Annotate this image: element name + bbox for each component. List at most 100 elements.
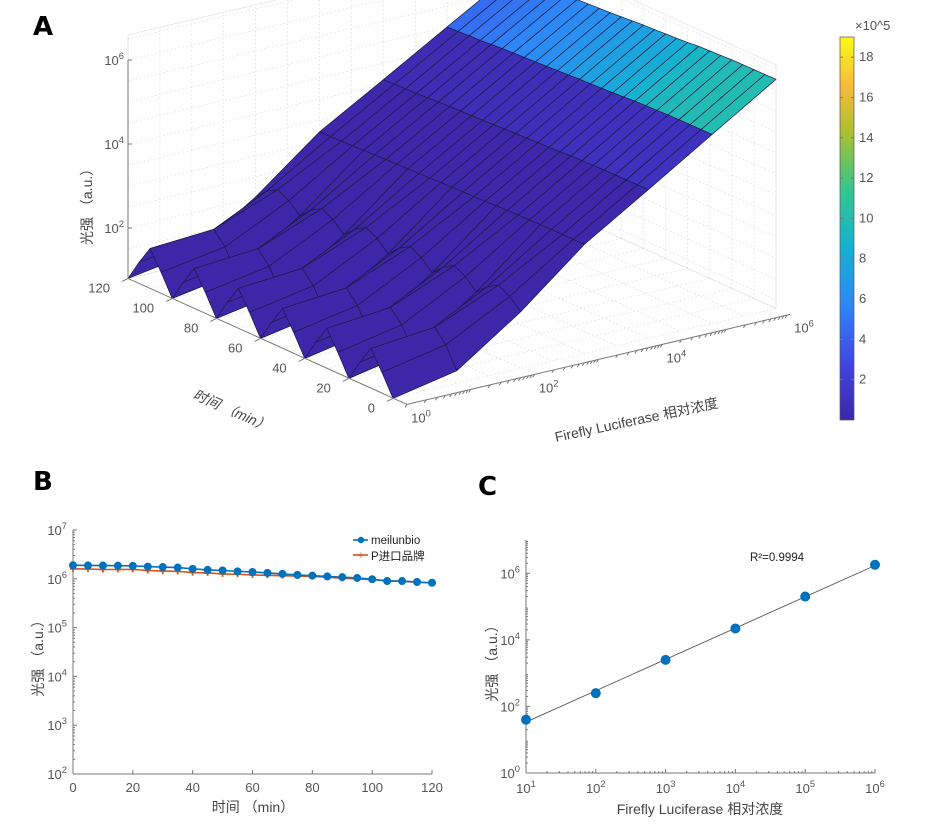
a-conc-minor-tick [781, 315, 785, 320]
colorbar-tick-label: 16 [859, 89, 873, 104]
a-surface-patch [700, 74, 777, 135]
a-time-tick [165, 297, 173, 302]
b-y-tick-label: 103 [47, 716, 67, 733]
a-z-tick-label: 106 [104, 51, 124, 68]
a-xlabel: Firefly Luciferase 相对浓度 [553, 395, 719, 445]
a-conc-tick-label: 106 [794, 318, 814, 335]
a-conc-minor-tick [570, 365, 574, 369]
a-time-tick-label: 60 [228, 340, 242, 355]
a-conc-minor-tick [615, 354, 619, 359]
c-y-tick-label: 104 [500, 631, 520, 648]
colorbar-tick-label: 18 [859, 49, 873, 64]
a-conc-minor-tick [518, 377, 521, 382]
b-point-meilunbio [293, 570, 302, 579]
a-time-tick [210, 317, 217, 322]
a-time-tick-label: 20 [316, 380, 330, 395]
b-point-meilunbio [128, 561, 137, 570]
b-x-tick-label: 120 [421, 780, 443, 795]
c-ylabel: 光强 （a.u.） [484, 618, 500, 701]
a-conc-minor-tick [576, 363, 580, 368]
a-z-tick-label: 104 [104, 135, 124, 152]
a-conc-minor-tick [589, 360, 593, 365]
a-conc-minor-tick [506, 380, 510, 384]
b-point-meilunbio [308, 571, 317, 580]
a-time-tick [254, 337, 261, 342]
a-time-tick-label: 40 [272, 360, 286, 375]
a-conc-tick-label: 100 [411, 408, 431, 425]
b-point-meilunbio [143, 562, 152, 571]
c-x-tick-label: 101 [516, 779, 536, 796]
b-legend: meilunbio + P进口品牌 [353, 535, 425, 563]
panel-label-a: A [33, 12, 54, 42]
chart-a-surface: 102 104 106 0 20 40 60 80 100 120 100 102 104 106 2 4 6… [79, 0, 890, 445]
b-ylabel: 光强 （a.u.） [30, 613, 46, 696]
b-xlabel: 时间 （min） [212, 799, 294, 815]
c-data-point [590, 688, 601, 699]
a-conc-minor-tick [653, 345, 657, 350]
colorbar-tick-label: 10 [859, 210, 873, 225]
a-conc-minor-tick [458, 391, 462, 396]
a-conc-tick-label: 104 [666, 348, 686, 365]
a-conc-minor-tick [596, 359, 599, 363]
colorbar-tick-label: 14 [859, 130, 873, 145]
b-y-tick-label: 104 [47, 667, 67, 684]
a-conc-minor-tick [465, 389, 469, 394]
a-conc-tick-label: 102 [539, 378, 559, 395]
b-point-meilunbio [158, 563, 167, 572]
a-conc-minor-tick [640, 348, 644, 353]
a-time-tick [121, 277, 129, 282]
c-data-point [521, 714, 531, 725]
c-data-point [660, 654, 671, 665]
b-x-tick-label: 40 [185, 780, 199, 795]
b-point-meilunbio [203, 565, 212, 574]
a-time-axis [127, 277, 408, 405]
a-conc-minor-tick [522, 376, 526, 381]
colorbar-tick-label: 6 [859, 291, 866, 306]
a-grid-line [392, 308, 777, 399]
b-point-meilunbio [83, 561, 92, 570]
a-zlabel: 光强 （a.u.） [79, 162, 95, 245]
a-conc-minor-tick [709, 332, 713, 337]
a-conc-minor-tick [468, 389, 472, 393]
a-conc-minor-tick [529, 374, 533, 379]
colorbar-tick-label: 8 [859, 251, 866, 266]
c-data-point [870, 559, 880, 570]
c-xlabel: Firefly Luciferase 相对浓度 [617, 801, 783, 817]
b-point-meilunbio [428, 578, 436, 587]
legend-label-meilunbio: meilunbio [371, 535, 420, 547]
a-conc-minor-tick [773, 317, 777, 322]
a-conc-minor-tick [698, 335, 702, 339]
b-point-meilunbio [173, 563, 182, 572]
a-conc-minor-tick [562, 366, 566, 371]
b-y-tick-label: 105 [47, 619, 67, 636]
b-point-meilunbio [263, 568, 272, 577]
panel-label-b: B [33, 467, 53, 497]
b-point-meilunbio [248, 567, 257, 576]
c-r2-annotation: R²=0.9994 [750, 552, 805, 564]
b-point-meilunbio [188, 564, 197, 573]
chart-c-scatter: 100 102 104 106 101 102 103 104 105 106 光强 （a.u.）… [484, 540, 885, 817]
a-conc-minor-tick [593, 359, 596, 364]
a-conc-minor-tick [454, 392, 458, 397]
colorbar [839, 36, 855, 421]
legend-marker-p-brand: + [358, 550, 364, 562]
a-time-tick-label: 120 [88, 280, 110, 295]
a-time-tick-label: 100 [132, 300, 154, 315]
a-grid-line [326, 278, 710, 369]
a-conc-minor-tick [586, 361, 590, 366]
a-conc-minor-tick [435, 396, 438, 401]
a-grid-line [370, 298, 754, 389]
colorbar-tick-label: 2 [859, 372, 866, 387]
b-point-meilunbio [383, 577, 392, 586]
a-conc-minor-tick [581, 362, 585, 367]
a-conc-minor-tick [449, 393, 453, 398]
a-conc-minor-tick [762, 320, 766, 324]
a-conc-minor-tick [487, 384, 491, 389]
c-data-point [800, 591, 811, 602]
a-grid-line [348, 288, 732, 379]
a-z-tick-label: 102 [104, 219, 124, 236]
a-conc-minor-tick [551, 369, 555, 374]
a-conc-minor-tick [659, 344, 663, 348]
c-fit-line [525, 565, 876, 723]
a-conc-minor-tick [462, 390, 466, 395]
